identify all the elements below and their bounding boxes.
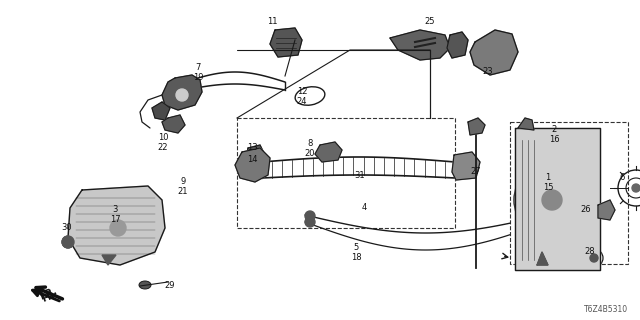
Circle shape — [62, 236, 74, 248]
Text: FR.: FR. — [38, 286, 58, 302]
Polygon shape — [452, 152, 480, 180]
Polygon shape — [447, 32, 468, 58]
Text: 27: 27 — [470, 167, 481, 177]
Circle shape — [110, 220, 126, 236]
Text: 29: 29 — [164, 282, 175, 291]
Polygon shape — [390, 30, 450, 60]
Text: 20: 20 — [305, 149, 316, 158]
Text: 31: 31 — [355, 171, 365, 180]
Bar — [510, 122, 628, 264]
Text: 24: 24 — [297, 98, 307, 107]
Polygon shape — [162, 75, 202, 110]
Polygon shape — [102, 255, 116, 265]
Text: 26: 26 — [580, 205, 591, 214]
Polygon shape — [315, 142, 342, 162]
Circle shape — [176, 89, 188, 101]
Text: 19: 19 — [193, 74, 204, 83]
Text: 23: 23 — [483, 68, 493, 76]
Polygon shape — [470, 30, 518, 75]
Text: 1: 1 — [545, 173, 550, 182]
Text: T6Z4B5310: T6Z4B5310 — [584, 305, 628, 314]
Polygon shape — [235, 148, 270, 182]
Text: 16: 16 — [548, 135, 559, 145]
Text: 21: 21 — [178, 188, 188, 196]
Text: 25: 25 — [425, 18, 435, 27]
Polygon shape — [468, 118, 485, 135]
Text: 11: 11 — [267, 18, 277, 27]
Text: 17: 17 — [109, 215, 120, 225]
Text: 6: 6 — [620, 173, 625, 182]
Text: 13: 13 — [246, 143, 257, 153]
Polygon shape — [537, 252, 548, 265]
Circle shape — [590, 254, 598, 262]
Text: 22: 22 — [157, 143, 168, 153]
Polygon shape — [246, 145, 265, 163]
Polygon shape — [152, 102, 170, 120]
Text: 4: 4 — [362, 204, 367, 212]
Polygon shape — [518, 118, 534, 130]
Text: FR.: FR. — [41, 290, 60, 304]
Bar — [237, 118, 455, 228]
Circle shape — [632, 184, 640, 192]
Text: 3: 3 — [112, 205, 118, 214]
Text: 2: 2 — [552, 125, 557, 134]
Text: 28: 28 — [585, 247, 595, 257]
Circle shape — [542, 190, 562, 210]
Text: 18: 18 — [351, 253, 362, 262]
Text: 10: 10 — [157, 133, 168, 142]
Polygon shape — [515, 128, 600, 270]
Polygon shape — [68, 186, 165, 265]
Text: 8: 8 — [307, 140, 313, 148]
Polygon shape — [162, 115, 185, 133]
Text: 7: 7 — [195, 63, 201, 73]
Polygon shape — [245, 160, 264, 178]
Polygon shape — [598, 200, 615, 220]
Ellipse shape — [139, 281, 151, 289]
Text: 9: 9 — [180, 178, 186, 187]
Text: 15: 15 — [543, 183, 553, 193]
Text: 30: 30 — [61, 223, 72, 233]
Text: 5: 5 — [353, 244, 358, 252]
Circle shape — [305, 217, 315, 227]
Circle shape — [305, 211, 315, 221]
Text: 14: 14 — [247, 156, 257, 164]
Text: 12: 12 — [297, 87, 307, 97]
Polygon shape — [270, 28, 302, 57]
